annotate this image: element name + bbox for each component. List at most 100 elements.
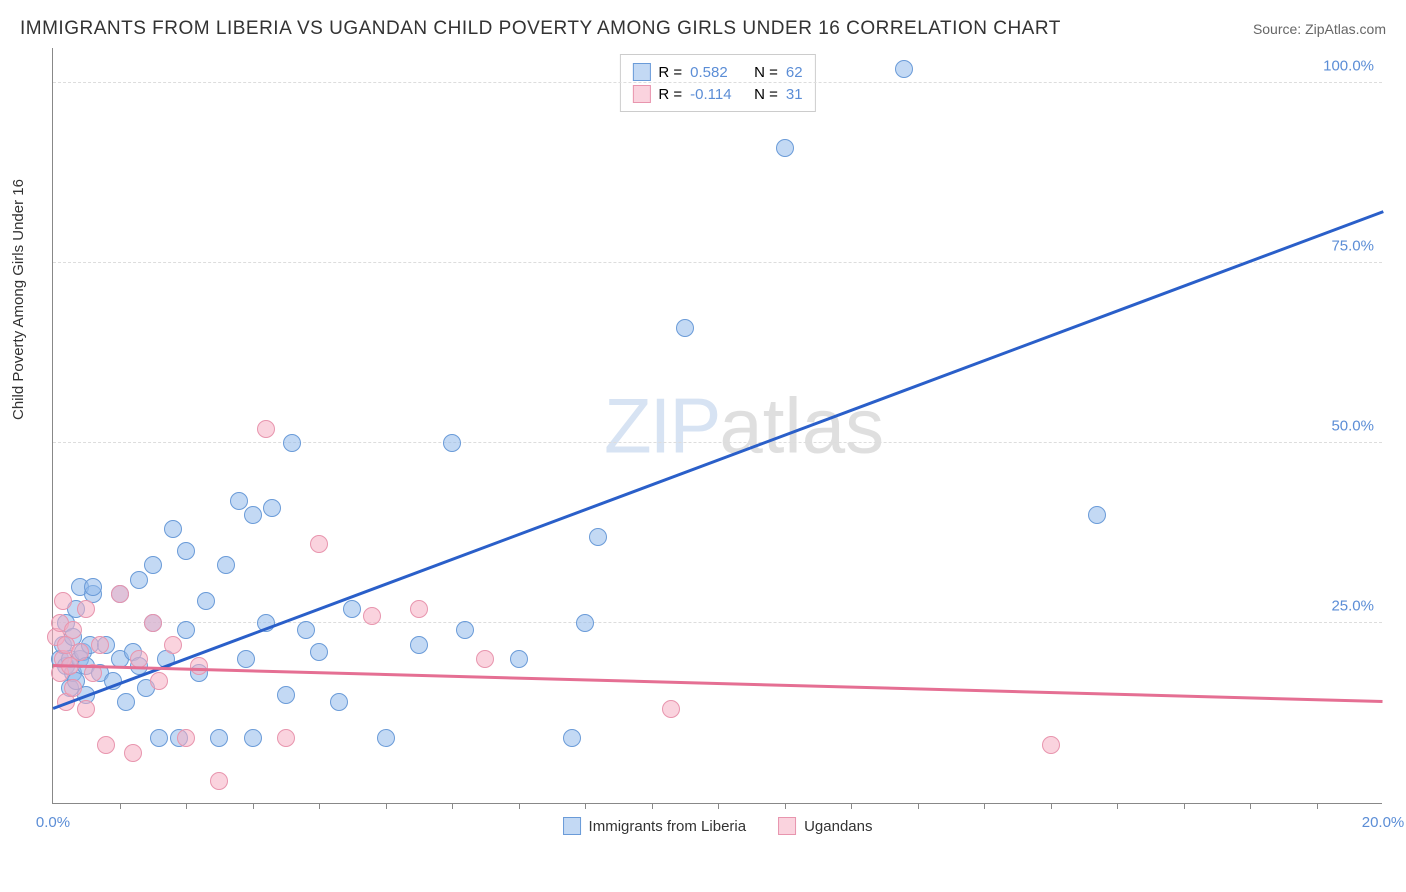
grid-line: [53, 262, 1382, 263]
scatter-point: [230, 492, 248, 510]
n-label: N =: [754, 86, 778, 103]
y-tick-label: 50.0%: [1331, 418, 1374, 435]
x-tick-mark: [1051, 803, 1052, 809]
scatter-point: [117, 693, 135, 711]
scatter-point: [310, 535, 328, 553]
scatter-point: [244, 506, 262, 524]
scatter-point: [77, 700, 95, 718]
scatter-point: [164, 636, 182, 654]
r-label: R =: [658, 64, 682, 81]
x-tick-mark: [785, 803, 786, 809]
scatter-point: [377, 729, 395, 747]
scatter-point: [244, 729, 262, 747]
grid-line: [53, 82, 1382, 83]
scatter-point: [263, 499, 281, 517]
scatter-point: [164, 520, 182, 538]
scatter-point: [410, 636, 428, 654]
scatter-point: [476, 650, 494, 668]
x-tick-mark: [186, 803, 187, 809]
legend-item-1: Immigrants from Liberia: [563, 817, 747, 835]
scatter-point: [1088, 506, 1106, 524]
legend-swatch-bottom-2: [778, 817, 796, 835]
r-value-2: -0.114: [690, 86, 746, 103]
scatter-point: [54, 592, 72, 610]
scatter-point: [1042, 736, 1060, 754]
source-name: ZipAtlas.com: [1305, 21, 1386, 37]
chart-title: IMMIGRANTS FROM LIBERIA VS UGANDAN CHILD…: [20, 18, 1061, 40]
r-label: R =: [658, 86, 682, 103]
scatter-point: [776, 139, 794, 157]
scatter-plot: ZIPatlas R = 0.582 N = 62 R = -0.114 N =…: [52, 48, 1382, 804]
scatter-point: [150, 729, 168, 747]
grid-line: [53, 442, 1382, 443]
scatter-point: [210, 772, 228, 790]
scatter-point: [144, 556, 162, 574]
scatter-point: [456, 621, 474, 639]
scatter-point: [257, 420, 275, 438]
legend-swatch-1: [632, 63, 650, 81]
scatter-point: [64, 621, 82, 639]
r-value-1: 0.582: [690, 64, 746, 81]
scatter-point: [283, 434, 301, 452]
grid-line: [53, 622, 1382, 623]
legend-label-2: Ugandans: [804, 818, 872, 835]
x-tick-mark: [1184, 803, 1185, 809]
x-tick-mark: [519, 803, 520, 809]
y-tick-label: 100.0%: [1323, 58, 1374, 75]
n-value-2: 31: [786, 86, 803, 103]
scatter-point: [410, 600, 428, 618]
legend-swatch-bottom-1: [563, 817, 581, 835]
scatter-point: [210, 729, 228, 747]
scatter-point: [97, 736, 115, 754]
scatter-point: [91, 636, 109, 654]
x-tick-mark: [253, 803, 254, 809]
y-axis-label: Child Poverty Among Girls Under 16: [10, 179, 27, 420]
legend-row-series-2: R = -0.114 N = 31: [632, 83, 802, 105]
scatter-point: [589, 528, 607, 546]
scatter-point: [576, 614, 594, 632]
scatter-point: [277, 686, 295, 704]
scatter-point: [510, 650, 528, 668]
x-tick-mark: [652, 803, 653, 809]
watermark-atlas: atlas: [719, 381, 884, 469]
y-tick-label: 25.0%: [1331, 598, 1374, 615]
scatter-point: [71, 643, 89, 661]
x-tick-mark: [1250, 803, 1251, 809]
watermark-zip: ZIP: [604, 381, 719, 469]
y-tick-label: 75.0%: [1331, 238, 1374, 255]
x-tick-mark: [1317, 803, 1318, 809]
scatter-point: [177, 729, 195, 747]
scatter-point: [150, 672, 168, 690]
x-tick-mark: [1117, 803, 1118, 809]
legend-row-series-1: R = 0.582 N = 62: [632, 61, 802, 83]
series-legend: Immigrants from Liberia Ugandans: [563, 817, 873, 835]
scatter-point: [443, 434, 461, 452]
legend-swatch-2: [632, 85, 650, 103]
x-tick-mark: [918, 803, 919, 809]
scatter-point: [177, 621, 195, 639]
scatter-point: [130, 571, 148, 589]
x-tick-mark: [718, 803, 719, 809]
scatter-point: [343, 600, 361, 618]
scatter-point: [662, 700, 680, 718]
scatter-point: [64, 679, 82, 697]
x-tick-label: 20.0%: [1362, 814, 1405, 831]
scatter-point: [277, 729, 295, 747]
scatter-point: [84, 578, 102, 596]
watermark: ZIPatlas: [604, 380, 884, 471]
scatter-point: [310, 643, 328, 661]
chart-source: Source: ZipAtlas.com: [1253, 21, 1386, 37]
scatter-point: [563, 729, 581, 747]
legend-label-1: Immigrants from Liberia: [589, 818, 747, 835]
x-tick-mark: [585, 803, 586, 809]
x-tick-mark: [319, 803, 320, 809]
x-tick-mark: [851, 803, 852, 809]
scatter-point: [177, 542, 195, 560]
scatter-point: [197, 592, 215, 610]
trend-line: [53, 210, 1384, 709]
trend-line: [53, 664, 1383, 702]
correlation-legend: R = 0.582 N = 62 R = -0.114 N = 31: [619, 54, 815, 112]
scatter-point: [330, 693, 348, 711]
scatter-point: [144, 614, 162, 632]
x-tick-label: 0.0%: [36, 814, 70, 831]
